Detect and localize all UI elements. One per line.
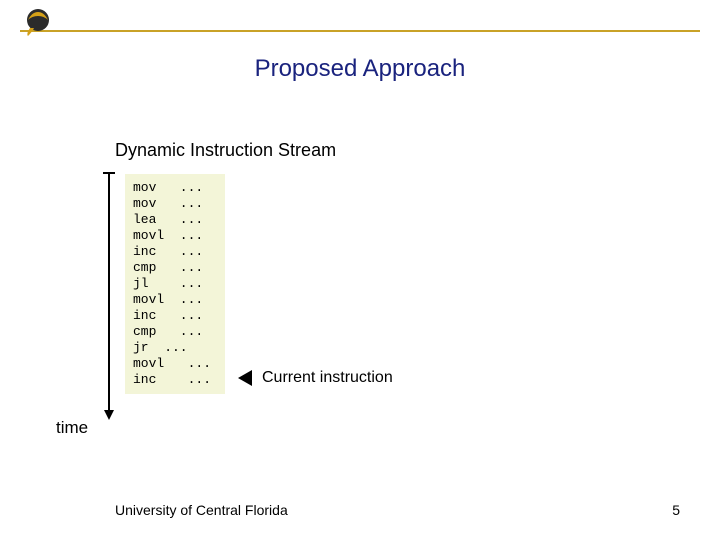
instruction-stream-code: mov ... mov ... lea ... movl ... inc ...… — [125, 174, 225, 394]
slide-number: 5 — [672, 502, 680, 518]
slide-title: Proposed Approach — [0, 55, 720, 83]
current-instruction-arrow-icon — [238, 370, 252, 386]
current-instruction-label: Current instruction — [262, 369, 393, 387]
top-rule — [20, 30, 700, 32]
time-axis-label: time — [56, 418, 88, 438]
time-axis — [108, 174, 110, 412]
ucf-logo-icon — [22, 6, 54, 38]
footer-affiliation: University of Central Florida — [115, 502, 288, 518]
stream-subtitle: Dynamic Instruction Stream — [115, 140, 336, 161]
